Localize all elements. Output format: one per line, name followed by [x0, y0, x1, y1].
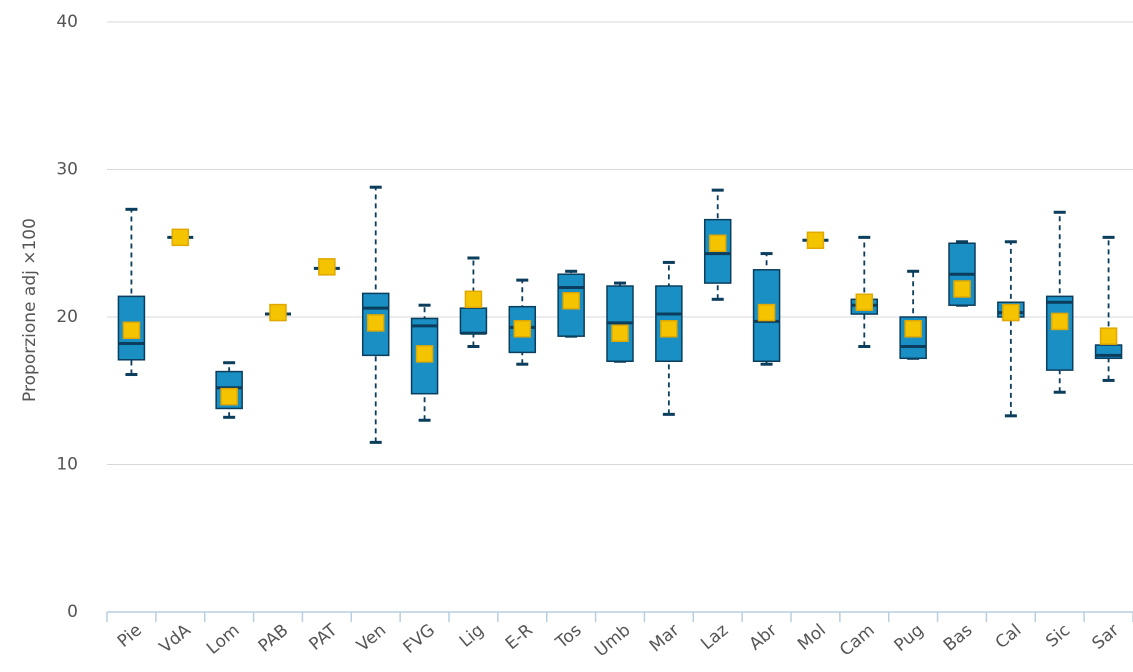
- x-tick-label: Laz: [697, 620, 732, 654]
- mean-marker: [1050, 312, 1069, 331]
- x-tick-label: Lig: [456, 620, 488, 651]
- mean-marker: [953, 280, 971, 298]
- mean-marker: [806, 231, 825, 250]
- mean-marker: [1099, 327, 1118, 345]
- y-tick-label: 20: [56, 307, 78, 327]
- mean-marker: [611, 324, 629, 342]
- y-tick-label: 10: [56, 455, 78, 475]
- mean-marker: [220, 387, 238, 406]
- mean-marker: [904, 320, 922, 338]
- x-tick-label: Cal: [992, 620, 1026, 653]
- mean-marker: [122, 321, 141, 340]
- x-tick-label: Cam: [836, 620, 879, 660]
- box: [459, 307, 488, 334]
- mean-marker: [562, 292, 580, 310]
- x-tick-label: FVG: [400, 620, 439, 658]
- x-tick-label: Sar: [1089, 620, 1123, 653]
- x-tick-label: E-R: [502, 620, 537, 654]
- mean-marker: [415, 345, 434, 363]
- x-tick-label: Lom: [203, 620, 244, 659]
- mean-marker: [1002, 303, 1020, 322]
- mean-marker: [855, 293, 874, 311]
- x-tick-label: Mol: [794, 620, 830, 654]
- mean-marker: [318, 258, 336, 276]
- x-tick-label: VdA: [156, 620, 195, 657]
- x-tick-label: Abr: [746, 620, 781, 654]
- x-tick-label: PAT: [306, 620, 342, 655]
- mean-marker: [708, 234, 727, 252]
- x-tick-label: Mar: [646, 620, 683, 656]
- x-tick-label: Pie: [114, 620, 146, 651]
- x-tick-label: Pug: [891, 620, 928, 656]
- x-tick-label: Bas: [940, 620, 977, 655]
- x-tick-label: Ven: [353, 620, 390, 656]
- mean-marker: [513, 320, 532, 338]
- mean-marker: [660, 320, 678, 338]
- mean-marker: [171, 228, 190, 247]
- x-tick-label: Sic: [1042, 620, 1074, 651]
- y-tick-label: 40: [56, 12, 78, 32]
- y-tick-label: 0: [67, 602, 78, 622]
- mean-marker: [366, 314, 385, 332]
- x-tick-label: PAB: [255, 620, 293, 656]
- x-tick-label: Tos: [551, 620, 585, 653]
- mean-marker: [464, 290, 483, 309]
- y-tick-label: 30: [56, 160, 78, 180]
- y-axis-label: Proporzione adj ×100: [20, 218, 40, 402]
- mean-marker: [757, 303, 776, 322]
- x-tick-label: Umb: [591, 620, 634, 661]
- mean-marker: [269, 303, 287, 322]
- box: [1045, 295, 1074, 371]
